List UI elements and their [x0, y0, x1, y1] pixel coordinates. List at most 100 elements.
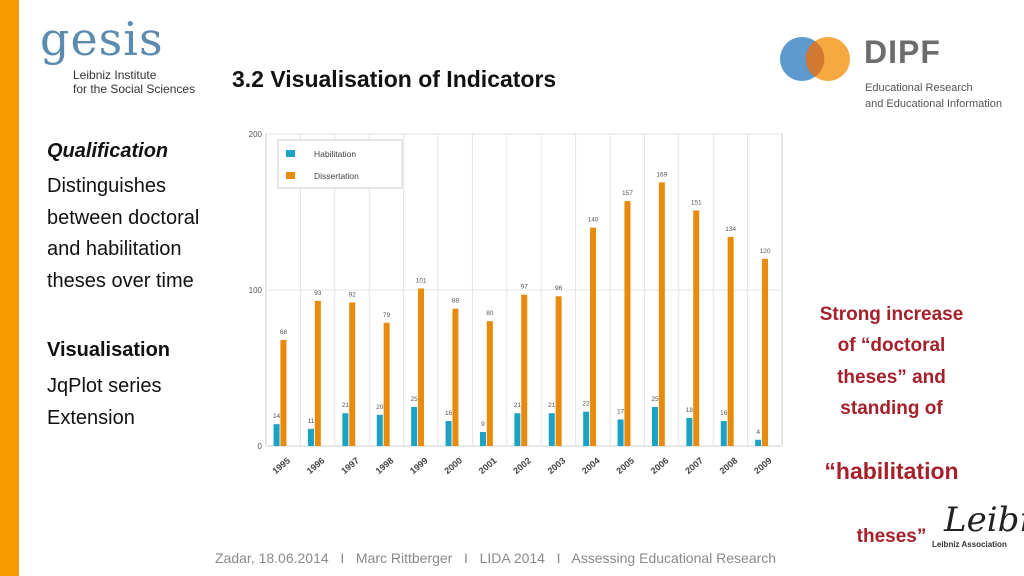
leibniz-signature: Leibniz — [944, 500, 1024, 540]
habilitation-bar — [479, 431, 486, 446]
leibniz-logo: Leibniz Leibniz Association — [930, 500, 1024, 560]
legend-box — [277, 139, 403, 189]
dissertation-value-label: 101 — [416, 277, 427, 284]
dissertation-bar — [280, 339, 287, 446]
habilitation-bar — [445, 421, 452, 446]
dipf-logo: DIPF Educational Research and Educationa… — [778, 34, 1018, 114]
habilitation-bar — [273, 424, 280, 446]
x-tick-label: 2008 — [718, 455, 740, 476]
habilitation-value-label: 9 — [481, 421, 485, 428]
habilitation-bar — [583, 411, 590, 446]
habilitation-bar — [548, 413, 555, 446]
dissertation-bar — [349, 302, 356, 446]
footer: Zadar, 18.06.2014 I Marc Rittberger I LI… — [215, 550, 777, 566]
x-tick-label: 1998 — [374, 455, 396, 476]
x-tick-label: 1996 — [305, 455, 327, 476]
annotation: Strong increase of “doctoral theses” and… — [800, 267, 983, 553]
dissertation-value-label: 134 — [725, 226, 736, 233]
dissertation-bar — [693, 210, 700, 446]
habilitation-value-label: 17 — [617, 408, 625, 415]
slide-title: 3.2 Visualisation of Indicators — [232, 66, 557, 92]
visualisation-text: JqPlot series Extension — [47, 375, 162, 429]
gesis-logo-subtitle: Leibniz Institute for the Social Science… — [73, 68, 195, 96]
x-tick-label: 2003 — [546, 455, 568, 476]
habilitation-bar — [411, 407, 418, 446]
x-tick-label: 1997 — [339, 455, 361, 476]
gesis-logo-line1: Leibniz Institute — [73, 68, 157, 82]
dissertation-value-label: 169 — [656, 171, 667, 178]
habilitation-bar — [755, 439, 762, 446]
dissertation-value-label: 97 — [521, 284, 529, 291]
habilitation-value-label: 11 — [308, 418, 315, 425]
dissertation-bar — [486, 321, 493, 446]
dissertation-value-label: 88 — [452, 298, 460, 305]
y-tick-label: 200 — [249, 130, 263, 139]
habilitation-bar — [307, 428, 314, 446]
dipf-logo-line2: and Educational Information — [865, 98, 1002, 110]
x-tick-label: 2004 — [580, 455, 602, 476]
y-tick-label: 0 — [258, 442, 263, 451]
dissertation-value-label: 80 — [486, 310, 494, 317]
dissertation-bar — [314, 300, 321, 446]
habilitation-value-label: 22 — [583, 401, 591, 408]
legend-swatch-dissertation — [286, 172, 295, 179]
x-tick-label: 2000 — [442, 455, 464, 476]
leibniz-caption: Leibniz Association — [932, 540, 1007, 549]
theses-bar-chart: 0100200146819951193199621921997207919982… — [249, 130, 783, 476]
dissertation-bar — [452, 308, 459, 446]
habilitation-value-label: 21 — [342, 402, 350, 409]
x-tick-label: 1995 — [270, 455, 292, 476]
visualisation-heading: Visualisation — [47, 339, 171, 361]
dissertation-value-label: 140 — [588, 217, 599, 224]
habilitation-value-label: 4 — [756, 429, 760, 436]
accent-bar — [0, 0, 19, 576]
dissertation-bar — [383, 322, 390, 446]
dissertation-bar — [555, 296, 562, 446]
left-column: Qualification Distinguishes between doct… — [47, 140, 227, 434]
dissertation-value-label: 93 — [314, 290, 322, 297]
dissertation-value-label: 68 — [280, 329, 288, 336]
habilitation-value-label: 20 — [376, 404, 384, 411]
habilitation-bar — [720, 421, 727, 446]
gesis-logo-line2: for the Social Sciences — [73, 82, 196, 96]
annotation-line1: Strong increase of “doctoral theses” and… — [819, 303, 964, 420]
dissertation-value-label: 151 — [691, 199, 702, 206]
habilitation-bar — [514, 413, 521, 446]
dissertation-value-label: 96 — [555, 285, 563, 292]
x-tick-label: 2002 — [511, 455, 533, 476]
qualification-text: Distinguishes between doctoral and habil… — [47, 175, 200, 292]
dissertation-value-label: 157 — [622, 190, 633, 197]
habilitation-bar — [617, 419, 624, 446]
x-tick-label: 2007 — [683, 455, 705, 476]
dissertation-value-label: 120 — [760, 248, 771, 255]
dipf-logo-word: DIPF — [864, 34, 941, 70]
x-tick-label: 2009 — [752, 455, 774, 476]
x-tick-label: 1999 — [408, 455, 430, 476]
dipf-circles-icon — [780, 37, 850, 81]
legend-label-dissertation: Dissertation — [314, 171, 359, 181]
x-tick-label: 2005 — [614, 455, 636, 476]
habilitation-bar — [376, 414, 383, 446]
dissertation-bar — [418, 288, 425, 446]
habilitation-value-label: 25 — [651, 396, 659, 403]
dissertation-bar — [658, 182, 665, 447]
annotation-line3: theses” — [856, 526, 927, 547]
gesis-logo: gesis Leibniz Institute for the Social S… — [40, 16, 200, 102]
habilitation-value-label: 21 — [514, 402, 522, 409]
y-tick-label: 100 — [249, 286, 263, 295]
habilitation-value-label: 16 — [445, 410, 453, 417]
legend-label-habilitation: Habilitation — [314, 149, 356, 159]
dipf-logo-subtitle: Educational Research and Educational Inf… — [865, 80, 1002, 112]
habilitation-value-label: 14 — [273, 413, 281, 420]
habilitation-bar — [651, 407, 658, 446]
legend-swatch-habilitation — [286, 150, 295, 157]
habilitation-value-label: 21 — [548, 402, 556, 409]
dissertation-bar — [521, 294, 528, 446]
x-tick-label: 2001 — [477, 455, 499, 476]
dissertation-bar — [624, 201, 631, 446]
gesis-logo-word: gesis — [40, 12, 164, 66]
dipf-logo-line1: Educational Research — [865, 82, 973, 94]
dissertation-bar — [727, 236, 734, 446]
dissertation-value-label: 79 — [383, 312, 391, 319]
qualification-heading: Qualification — [47, 140, 169, 162]
